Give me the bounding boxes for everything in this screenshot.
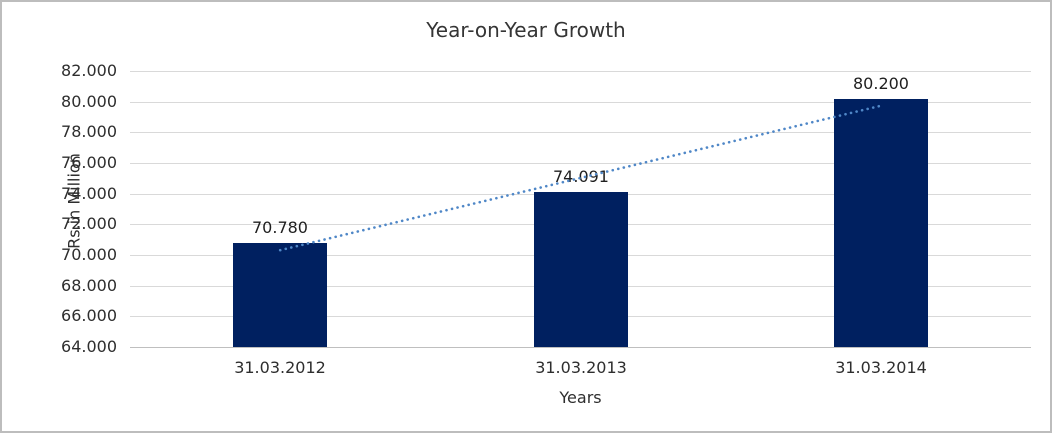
bar-31.03.2013 [534, 192, 628, 347]
y-tick-label: 70.000 [61, 245, 117, 264]
y-tick-label: 68.000 [61, 276, 117, 295]
y-tick-label: 66.000 [61, 306, 117, 325]
y-tick-label: 82.000 [61, 61, 117, 80]
y-tick-label: 76.000 [61, 153, 117, 172]
x-tick-label: 31.03.2014 [835, 358, 927, 377]
chart-title: Year-on-Year Growth [426, 18, 626, 42]
gridline [130, 102, 1031, 103]
x-tick-label: 31.03.2013 [535, 358, 627, 377]
x-axis-title: Years [559, 388, 602, 407]
data-label: 70.780 [252, 218, 308, 237]
bar-31.03.2012 [233, 243, 327, 347]
y-tick-label: 64.000 [61, 337, 117, 356]
data-label: 80.200 [853, 74, 909, 93]
x-axis-line [130, 347, 1031, 348]
data-label: 74.091 [553, 167, 609, 186]
x-tick-label: 31.03.2012 [234, 358, 326, 377]
bar-31.03.2014 [834, 99, 928, 347]
y-tick-label: 78.000 [61, 122, 117, 141]
y-tick-label: 80.000 [61, 92, 117, 111]
gridline [130, 71, 1031, 72]
y-tick-label: 72.000 [61, 214, 117, 233]
y-tick-label: 74.000 [61, 184, 117, 203]
